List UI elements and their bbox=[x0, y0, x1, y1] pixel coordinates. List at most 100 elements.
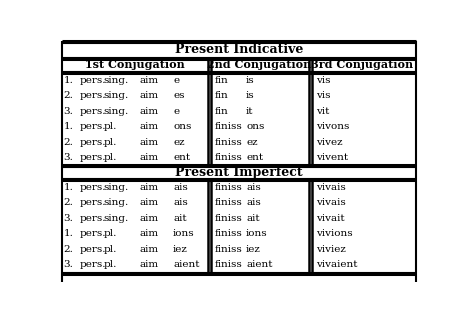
Text: 1.: 1. bbox=[64, 76, 74, 85]
Text: vis: vis bbox=[316, 92, 330, 100]
Text: 2.: 2. bbox=[64, 245, 74, 254]
Text: pl.: pl. bbox=[103, 260, 117, 269]
Text: aim: aim bbox=[139, 198, 158, 207]
Text: is: is bbox=[246, 92, 255, 100]
Text: 3rd Conjugation: 3rd Conjugation bbox=[311, 59, 414, 70]
Text: 3.: 3. bbox=[64, 260, 74, 269]
Text: pl.: pl. bbox=[103, 122, 117, 131]
Text: pers.: pers. bbox=[79, 107, 106, 116]
Text: sing.: sing. bbox=[103, 107, 129, 116]
Text: finiss: finiss bbox=[215, 138, 242, 147]
Text: fin: fin bbox=[215, 107, 228, 116]
Text: vis: vis bbox=[316, 76, 330, 85]
Text: iez: iez bbox=[173, 245, 188, 254]
Text: pers.: pers. bbox=[79, 198, 106, 207]
Text: aim: aim bbox=[139, 245, 158, 254]
Text: sing.: sing. bbox=[103, 198, 129, 207]
Text: pl.: pl. bbox=[103, 138, 117, 147]
Text: pers.: pers. bbox=[79, 138, 106, 147]
Text: aim: aim bbox=[139, 229, 158, 238]
Text: ions: ions bbox=[246, 229, 267, 238]
Text: ent: ent bbox=[246, 153, 263, 162]
Text: pl.: pl. bbox=[103, 153, 117, 162]
Text: viviez: viviez bbox=[316, 245, 346, 254]
Text: es: es bbox=[173, 92, 185, 100]
Text: pers.: pers. bbox=[79, 183, 106, 192]
Text: ais: ais bbox=[246, 198, 261, 207]
Text: ait: ait bbox=[173, 214, 187, 223]
Text: vit: vit bbox=[316, 107, 329, 116]
Text: pers.: pers. bbox=[79, 245, 106, 254]
Text: aim: aim bbox=[139, 92, 158, 100]
Text: 1st Conjugation: 1st Conjugation bbox=[85, 59, 185, 70]
Text: vivais: vivais bbox=[316, 183, 345, 192]
Text: ent: ent bbox=[173, 153, 190, 162]
Text: pl.: pl. bbox=[103, 245, 117, 254]
Text: ez: ez bbox=[173, 138, 185, 147]
Text: Present Imperfect: Present Imperfect bbox=[175, 166, 302, 179]
Text: pers.: pers. bbox=[79, 260, 106, 269]
Text: finiss: finiss bbox=[215, 214, 242, 223]
Text: 1.: 1. bbox=[64, 183, 74, 192]
Text: ons: ons bbox=[173, 122, 192, 131]
Text: 3.: 3. bbox=[64, 107, 74, 116]
Text: vivez: vivez bbox=[316, 138, 343, 147]
Text: vivait: vivait bbox=[316, 214, 344, 223]
Text: pers.: pers. bbox=[79, 153, 106, 162]
Text: 3.: 3. bbox=[64, 153, 74, 162]
Text: pers.: pers. bbox=[79, 76, 106, 85]
Text: finiss: finiss bbox=[215, 198, 242, 207]
Text: sing.: sing. bbox=[103, 76, 129, 85]
Text: aient: aient bbox=[246, 260, 273, 269]
Text: it: it bbox=[246, 107, 254, 116]
Text: sing.: sing. bbox=[103, 183, 129, 192]
Text: aient: aient bbox=[173, 260, 199, 269]
Text: 2.: 2. bbox=[64, 198, 74, 207]
Text: finiss: finiss bbox=[215, 260, 242, 269]
Text: 1.: 1. bbox=[64, 122, 74, 131]
Text: Present Indicative: Present Indicative bbox=[175, 43, 303, 56]
Text: finiss: finiss bbox=[215, 245, 242, 254]
Text: finiss: finiss bbox=[215, 229, 242, 238]
Text: ions: ions bbox=[173, 229, 195, 238]
Text: sing.: sing. bbox=[103, 214, 129, 223]
Text: iez: iez bbox=[246, 245, 261, 254]
Text: vivent: vivent bbox=[316, 153, 348, 162]
Text: 3.: 3. bbox=[64, 214, 74, 223]
Text: e: e bbox=[173, 76, 179, 85]
Text: vivais: vivais bbox=[316, 198, 345, 207]
Text: e: e bbox=[173, 107, 179, 116]
Text: 2.: 2. bbox=[64, 92, 74, 100]
Text: pers.: pers. bbox=[79, 214, 106, 223]
Text: vivaient: vivaient bbox=[316, 260, 357, 269]
Text: ais: ais bbox=[173, 183, 188, 192]
Text: pl.: pl. bbox=[103, 229, 117, 238]
Text: ait: ait bbox=[246, 214, 260, 223]
Text: aim: aim bbox=[139, 76, 158, 85]
Text: finiss: finiss bbox=[215, 153, 242, 162]
Text: fin: fin bbox=[215, 76, 228, 85]
Text: aim: aim bbox=[139, 214, 158, 223]
Text: finiss: finiss bbox=[215, 183, 242, 192]
Text: pers.: pers. bbox=[79, 229, 106, 238]
Text: 2.: 2. bbox=[64, 138, 74, 147]
Text: ais: ais bbox=[173, 198, 188, 207]
Text: vivons: vivons bbox=[316, 122, 349, 131]
Text: finiss: finiss bbox=[215, 122, 242, 131]
Text: aim: aim bbox=[139, 183, 158, 192]
Text: 1.: 1. bbox=[64, 229, 74, 238]
Text: ez: ez bbox=[246, 138, 258, 147]
Text: aim: aim bbox=[139, 107, 158, 116]
Text: sing.: sing. bbox=[103, 92, 129, 100]
Text: 2nd Conjugation: 2nd Conjugation bbox=[206, 59, 311, 70]
Text: aim: aim bbox=[139, 122, 158, 131]
Text: ons: ons bbox=[246, 122, 264, 131]
Text: fin: fin bbox=[215, 92, 228, 100]
Text: aim: aim bbox=[139, 138, 158, 147]
Text: is: is bbox=[246, 76, 255, 85]
Text: ais: ais bbox=[246, 183, 261, 192]
Text: pers.: pers. bbox=[79, 92, 106, 100]
Text: vivions: vivions bbox=[316, 229, 352, 238]
Text: aim: aim bbox=[139, 260, 158, 269]
Text: pers.: pers. bbox=[79, 122, 106, 131]
